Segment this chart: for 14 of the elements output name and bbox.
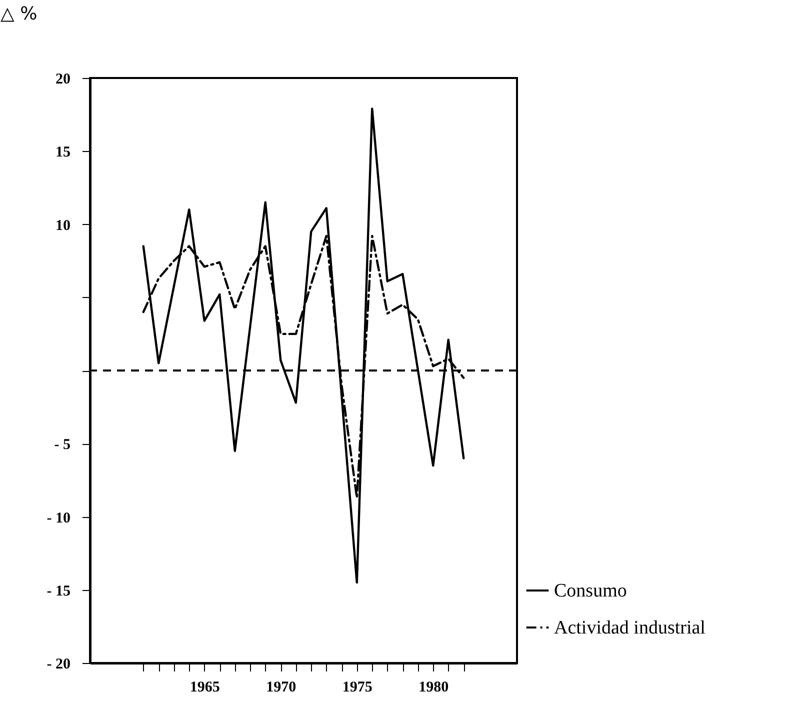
y-tick-label: - 10 bbox=[46, 510, 70, 526]
y-axis-title: △ % bbox=[0, 4, 38, 24]
y-tick-label: - 15 bbox=[46, 583, 70, 600]
x-tick-label: 1970 bbox=[266, 680, 296, 696]
y-tick-label: - 5 bbox=[54, 437, 70, 454]
legend-label: Actividad industrial bbox=[554, 618, 706, 638]
x-tick-label: 1965 bbox=[190, 680, 220, 696]
y-tick-label: 10 bbox=[56, 218, 70, 234]
x-tick-label: 1980 bbox=[418, 680, 449, 696]
legend-label: Consumo bbox=[554, 580, 627, 602]
y-tick-label: 15 bbox=[56, 144, 70, 161]
x-tick-label: 1975 bbox=[342, 680, 372, 696]
y-tick-label: 20 bbox=[56, 72, 70, 88]
y-tick-label: - 20 bbox=[46, 656, 70, 672]
